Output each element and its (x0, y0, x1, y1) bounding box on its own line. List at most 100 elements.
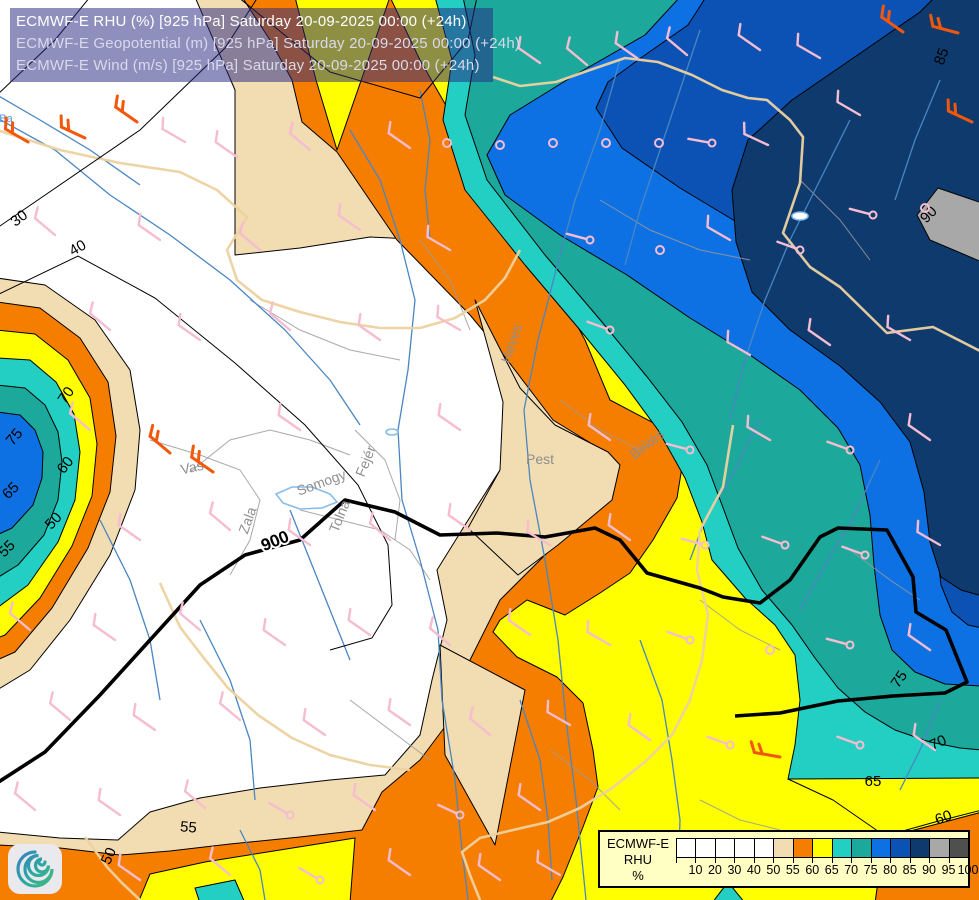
wind-barb (268, 801, 295, 820)
wind-barb (132, 702, 157, 732)
wind-barb (546, 699, 572, 727)
county-label: Fejér (352, 443, 379, 479)
legend-tick: 40 (746, 863, 761, 877)
wind-barb (848, 207, 878, 220)
wind-barb (218, 691, 242, 722)
wind-barb (88, 301, 112, 332)
wind-barb (680, 537, 710, 550)
county-label: Vas (179, 457, 205, 477)
wind-barb (749, 740, 782, 759)
legend-tick-mark (753, 858, 755, 863)
legend-tick-mark (831, 858, 833, 863)
wind-barb (268, 301, 292, 332)
title-line-geopotential: ECMWF-E Geopotential (m) [925 hPa] Satur… (16, 35, 521, 52)
legend-cell (753, 838, 775, 858)
met-spiral-logo (8, 844, 62, 894)
legend-tick: 50 (766, 863, 781, 877)
county-label: Pest (526, 451, 554, 467)
wind-barb (468, 706, 492, 737)
legend-cell (890, 838, 911, 858)
wind-barb (48, 691, 72, 722)
wind-barb (357, 312, 382, 342)
wind-barb (68, 401, 92, 432)
wind-barb (655, 245, 665, 255)
legend-tick-mark (870, 858, 872, 863)
wind-barb (426, 224, 452, 252)
legend-cell (870, 838, 892, 858)
wind-barb (586, 619, 612, 647)
wind-barb (437, 803, 465, 820)
legend-cell (929, 838, 950, 858)
legend-tick: 85 (902, 863, 917, 877)
legend-tick-mark (734, 858, 736, 863)
wind-barb (368, 511, 392, 542)
legend-cell (851, 838, 872, 858)
wind-barb (8, 601, 32, 632)
legend-label: ECMWF-E RHU % (600, 832, 676, 886)
wind-barb (706, 214, 732, 242)
wind-barb (495, 140, 505, 150)
wind-barb (33, 206, 57, 237)
legend-tick-mark (968, 858, 969, 863)
lake-balaton (274, 486, 339, 510)
wind-barb (148, 423, 172, 455)
legend-product: ECMWF-E (606, 836, 670, 851)
wind-barb (627, 712, 652, 742)
lake-small-ne (791, 211, 809, 221)
wind-barb (352, 782, 377, 812)
rh-legend-cyan-triangle (713, 881, 744, 900)
contour-label: 60 (933, 807, 954, 829)
wind-barb (387, 120, 412, 150)
wind-barbs-layer (3, 4, 974, 885)
legend-tick: 20 (707, 863, 722, 877)
wind-barb (907, 412, 932, 442)
legend-tick-mark (929, 858, 931, 863)
wind-barb (880, 4, 905, 34)
wind-barb (614, 30, 639, 60)
wind-barb (665, 26, 689, 57)
wind-barb (706, 735, 735, 750)
legend-cell (909, 838, 931, 858)
geopotential-900-line (0, 498, 969, 784)
wind-barb (886, 314, 912, 342)
wind-barb (208, 501, 232, 532)
wind-barb (929, 13, 960, 35)
wind-barb (447, 502, 472, 532)
legend-tick: 90 (922, 863, 937, 877)
legend-tick: 55 (785, 863, 800, 877)
wind-barb (726, 329, 752, 357)
wind-barb (517, 782, 542, 812)
wind-barb (666, 630, 695, 645)
wind-barb (177, 312, 202, 342)
wind-barb (548, 138, 558, 148)
wind-barb (742, 121, 770, 147)
legend-tick: 75 (863, 863, 878, 877)
wind-barb (3, 116, 30, 144)
legend-cell (948, 838, 969, 858)
legend-tick: 60 (805, 863, 820, 877)
wind-barb (183, 779, 207, 810)
legend-cell (831, 838, 853, 858)
county-label: Zala (235, 505, 259, 536)
legend-tick: 30 (727, 863, 742, 877)
wind-barb (337, 202, 362, 232)
wind-barb (825, 637, 855, 650)
legend-tick-mark (890, 858, 892, 863)
legend-cell (792, 838, 814, 858)
legend-tick-mark (948, 858, 950, 863)
wind-barb (737, 22, 762, 52)
legend-unit: % (632, 868, 644, 883)
legend-tick-mark (812, 858, 814, 863)
rh-se-yellow-strip (787, 777, 979, 837)
wind-barb (654, 138, 664, 148)
wind-barb (687, 137, 717, 148)
wind-barb (262, 617, 287, 647)
contour-label: 65 (865, 773, 882, 790)
legend-cell (695, 838, 716, 858)
wind-barb (586, 320, 615, 335)
legend-variable: RHU (623, 852, 653, 867)
wind-barb (302, 707, 327, 737)
rh-region-85-90 (731, 0, 979, 596)
